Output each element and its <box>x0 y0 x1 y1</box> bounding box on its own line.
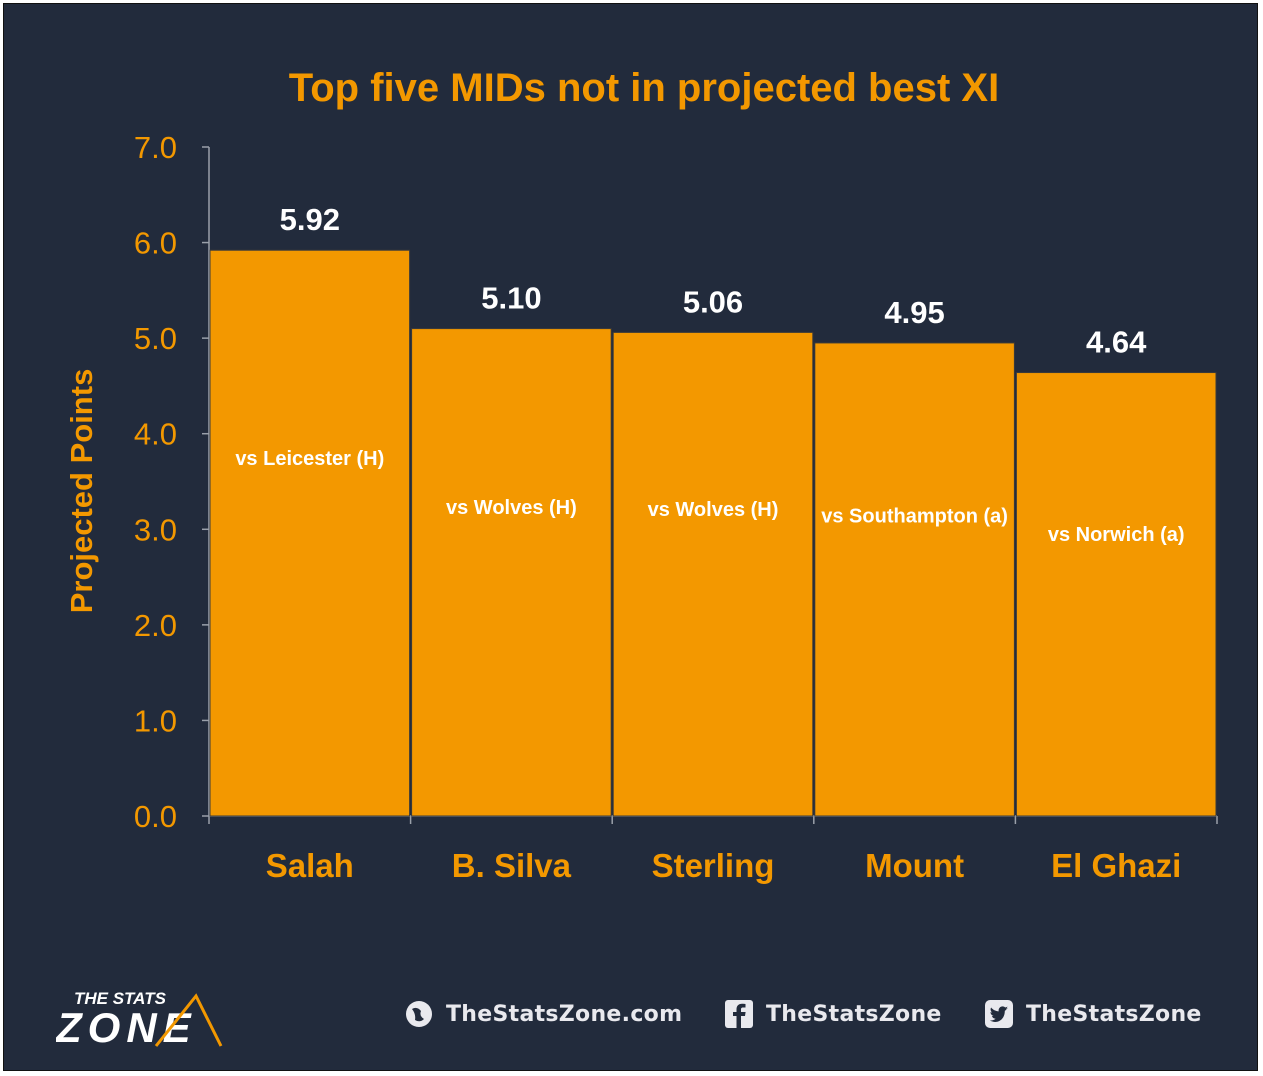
y-tick-label: 0.0 <box>134 799 177 834</box>
bar-fixture-label: vs Wolves (H) <box>446 497 577 519</box>
x-category-label: B. Silva <box>452 847 572 884</box>
y-tick-label: 5.0 <box>134 321 177 356</box>
logo-line2: ZONE <box>56 1004 197 1051</box>
bar <box>612 331 814 817</box>
bar-fixture-label: vs Southampton (a) <box>821 506 1008 528</box>
bar-fixture-label: vs Wolves (H) <box>648 499 779 521</box>
y-tick-label: 4.0 <box>134 417 177 452</box>
facebook-icon <box>724 999 754 1029</box>
logo-line1: THE STATS <box>74 989 167 1008</box>
facebook-link[interactable]: TheStatsZone <box>724 999 942 1029</box>
y-tick-label: 7.0 <box>134 130 177 165</box>
x-category-label: Salah <box>266 847 354 884</box>
y-tick-label: 2.0 <box>134 608 177 643</box>
bar-chart: Top five MIDs not in projected best XI P… <box>64 66 1218 884</box>
x-category-label: Mount <box>865 847 964 884</box>
twitter-link[interactable]: TheStatsZone <box>984 999 1202 1029</box>
website-link[interactable]: TheStatsZone.com <box>404 999 682 1029</box>
x-category-label: Sterling <box>652 847 775 884</box>
labels: 5.92 vs Leicester (H) Salah 5.10 vs Wolves (… <box>235 202 1184 884</box>
y-tick-label: 6.0 <box>134 226 177 261</box>
y-axis-label: Projected Points <box>64 369 99 614</box>
bar <box>209 249 411 817</box>
bar <box>814 342 1015 817</box>
facebook-text: TheStatsZone <box>766 1001 942 1027</box>
bar-value-label: 5.10 <box>481 281 541 316</box>
axes: 0.0 1.0 2.0 3.0 4.0 5.0 6.0 7.0 <box>134 130 1218 834</box>
bar <box>411 328 612 817</box>
twitter-icon <box>984 999 1014 1029</box>
bar-value-label: 5.92 <box>280 202 340 237</box>
chart-frame: Top five MIDs not in projected best XI P… <box>3 3 1258 1071</box>
bar-value-label: 4.64 <box>1086 325 1147 360</box>
bar-fixture-label: vs Leicester (H) <box>235 448 384 470</box>
bar-value-label: 4.95 <box>884 295 944 330</box>
bar-value-label: 5.06 <box>683 284 743 319</box>
x-category-label: El Ghazi <box>1051 847 1181 884</box>
bar <box>1015 372 1217 817</box>
website-text: TheStatsZone.com <box>446 1001 683 1027</box>
bars <box>209 249 1217 817</box>
chart-title: Top five MIDs not in projected best XI <box>289 66 999 110</box>
logo-peak-icon <box>154 993 223 1047</box>
twitter-text: TheStatsZone <box>1026 1001 1202 1027</box>
bar-fixture-label: vs Norwich (a) <box>1048 524 1185 546</box>
y-tick-label: 1.0 <box>134 703 177 738</box>
y-tick-label: 3.0 <box>134 512 177 547</box>
globe-icon <box>404 999 434 1029</box>
stats-zone-logo: THE STATS ZONE <box>56 989 223 1051</box>
